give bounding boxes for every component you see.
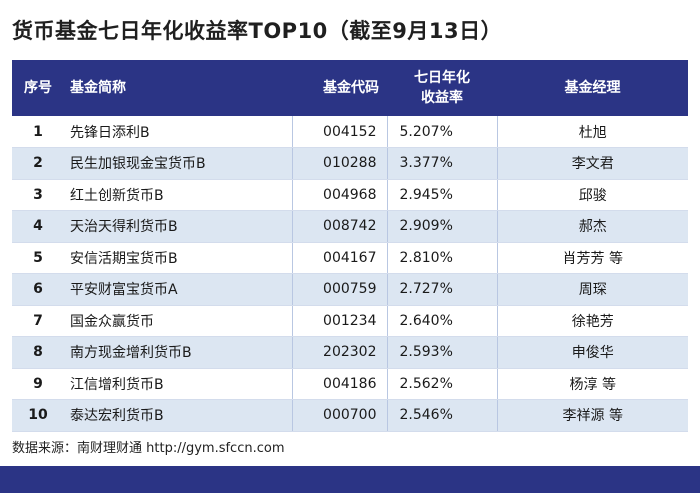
fund-code-cell: 202302 — [292, 336, 388, 369]
manager-cell: 邱骏 — [497, 179, 688, 211]
fund-code-cell: 000700 — [292, 399, 388, 432]
table-row: 3 红土创新货币B 004968 2.945% 邱骏 — [12, 179, 688, 211]
fund-code-cell: 004968 — [292, 179, 388, 211]
table-row: 7 国金众赢货币 001234 2.640% 徐艳芳 — [12, 305, 688, 337]
rank-cell: 3 — [12, 179, 64, 211]
yield-cell: 2.546% — [387, 399, 498, 432]
manager-cell: 肖芳芳 等 — [497, 242, 688, 274]
rank-cell: 10 — [12, 399, 64, 432]
table-body: 1 先锋日添利B 004152 5.207% 杜旭 2 民生加银现金宝货币B 010288 3.… — [12, 116, 688, 432]
table-row: 6 平安财富宝货币A 000759 2.727% 周琛 — [12, 273, 688, 306]
rank-cell: 2 — [12, 147, 64, 180]
footer-bar — [0, 466, 700, 493]
fund-name-cell: 先锋日添利B — [64, 116, 293, 148]
fund-name-cell: 红土创新货币B — [64, 179, 293, 211]
fund-code-cell: 000759 — [292, 273, 388, 306]
manager-cell: 李文君 — [497, 147, 688, 180]
rank-cell: 6 — [12, 273, 64, 306]
table-row: 9 江信增利货币B 004186 2.562% 杨淳 等 — [12, 368, 688, 400]
rank-cell: 8 — [12, 336, 64, 369]
yield-cell: 2.945% — [387, 179, 498, 211]
header-code: 基金代码 — [323, 80, 379, 96]
manager-cell: 杜旭 — [497, 116, 688, 148]
table-row: 5 安信活期宝货币B 004167 2.810% 肖芳芳 等 — [12, 242, 688, 274]
rank-cell: 1 — [12, 116, 64, 148]
header-manager: 基金经理 — [564, 80, 621, 96]
table-row: 4 天治天得利货币B 008742 2.909% 郝杰 — [12, 210, 688, 243]
header-name: 基金简称 — [70, 80, 126, 96]
table-row: 2 民生加银现金宝货币B 010288 3.377% 李文君 — [12, 147, 688, 180]
header-rank: 序号 — [24, 80, 52, 96]
data-source-note: 数据来源：南财理财通 http://gym.sfccn.com — [12, 441, 285, 456]
page-title: 货币基金七日年化收益率TOP10（截至9月13日） — [12, 19, 503, 43]
fund-name-cell: 江信增利货币B — [64, 368, 293, 400]
yield-cell: 2.640% — [387, 305, 498, 337]
fund-code-cell: 010288 — [292, 147, 388, 180]
fund-name-cell: 国金众赢货币 — [64, 305, 293, 337]
fund-name-cell: 安信活期宝货币B — [64, 242, 293, 274]
manager-cell: 申俊华 — [497, 336, 688, 369]
fund-table: 序号 基金简称 基金代码 七日年化 收益率 基金经理 1 先锋日添利B 004152… — [12, 60, 688, 432]
fund-name-cell: 平安财富宝货币A — [64, 273, 293, 306]
fund-name-cell: 泰达宏利货币B — [64, 399, 293, 432]
fund-code-cell: 001234 — [292, 305, 388, 337]
manager-cell: 杨淳 等 — [497, 368, 688, 400]
manager-cell: 徐艳芳 — [497, 305, 688, 337]
table-row: 1 先锋日添利B 004152 5.207% 杜旭 — [12, 116, 688, 148]
yield-cell: 2.562% — [387, 368, 498, 400]
rank-cell: 4 — [12, 210, 64, 243]
fund-name-cell: 天治天得利货币B — [64, 210, 293, 243]
yield-cell: 2.810% — [387, 242, 498, 274]
fund-code-cell: 004167 — [292, 242, 388, 274]
fund-name-cell: 南方现金增利货币B — [64, 336, 293, 369]
table-row: 8 南方现金增利货币B 202302 2.593% 申俊华 — [12, 336, 688, 369]
manager-cell: 周琛 — [497, 273, 688, 306]
header-yield: 七日年化 收益率 — [414, 70, 470, 106]
fund-code-cell: 004152 — [292, 116, 388, 148]
fund-code-cell: 008742 — [292, 210, 388, 243]
yield-cell: 5.207% — [387, 116, 498, 148]
table-row: 10 泰达宏利货币B 000700 2.546% 李祥源 等 — [12, 399, 688, 432]
fund-name-cell: 民生加银现金宝货币B — [64, 147, 293, 180]
rank-cell: 5 — [12, 242, 64, 274]
rank-cell: 9 — [12, 368, 64, 400]
table-header-row: 序号 基金简称 基金代码 七日年化 收益率 基金经理 — [12, 60, 688, 116]
rank-cell: 7 — [12, 305, 64, 337]
yield-cell: 2.909% — [387, 210, 498, 243]
manager-cell: 郝杰 — [497, 210, 688, 243]
yield-cell: 3.377% — [387, 147, 498, 180]
yield-cell: 2.593% — [387, 336, 498, 369]
fund-code-cell: 004186 — [292, 368, 388, 400]
manager-cell: 李祥源 等 — [497, 399, 688, 432]
yield-cell: 2.727% — [387, 273, 498, 306]
